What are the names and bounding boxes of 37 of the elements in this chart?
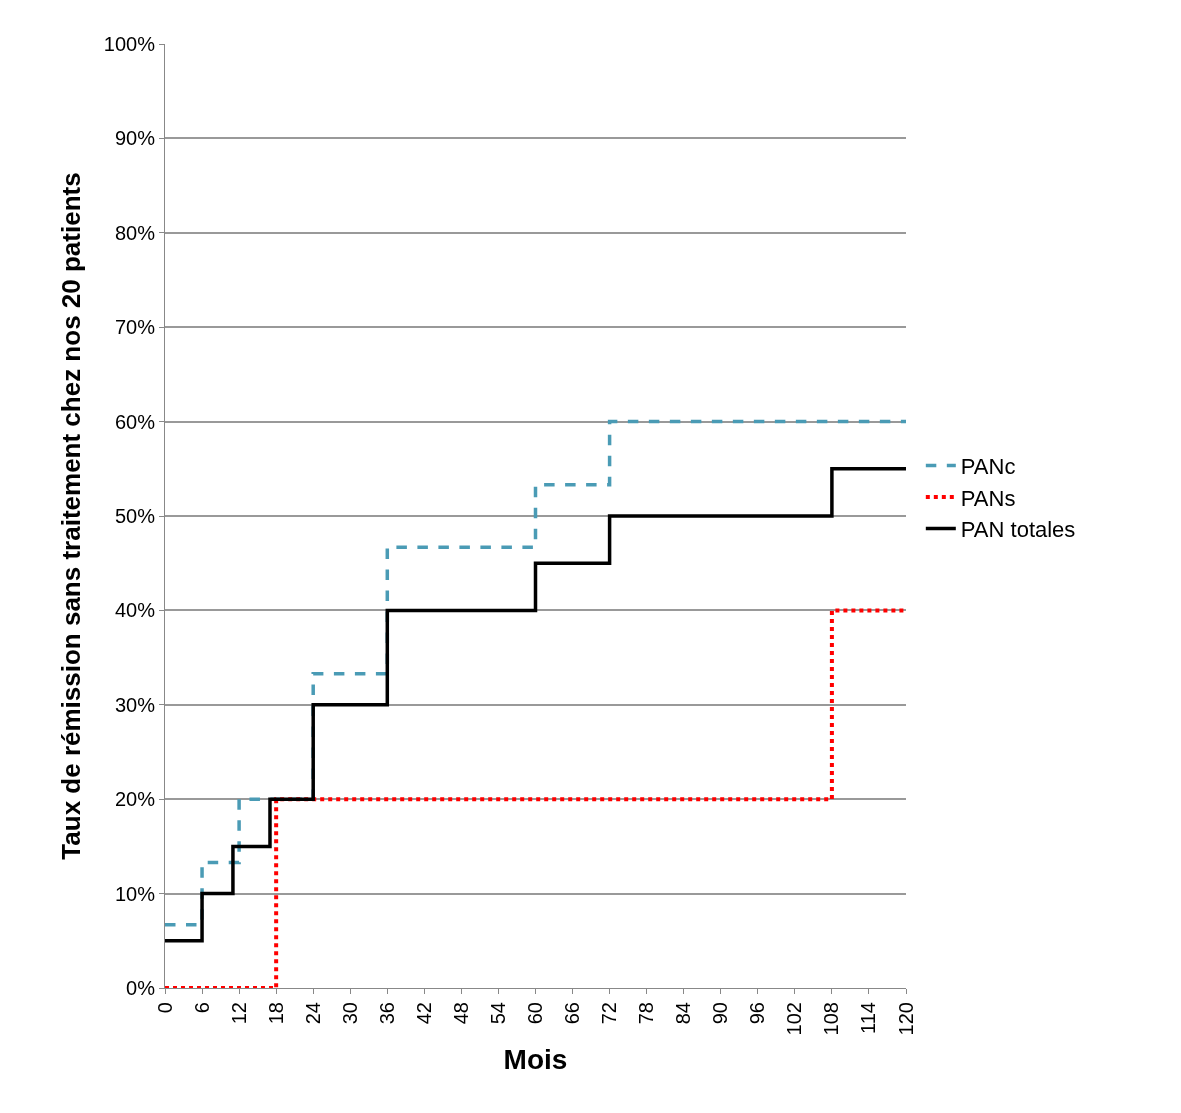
x-tick-label: 120 — [894, 1002, 917, 1036]
x-tick-label: 0 — [153, 1002, 176, 1014]
y-tick-label: 100% — [103, 33, 156, 55]
x-tick-label: 96 — [746, 1002, 769, 1025]
x-tick-label: 24 — [301, 1002, 324, 1025]
y-tick-label: 30% — [114, 693, 156, 716]
x-tick-label: 102 — [783, 1002, 806, 1036]
x-tick-label: 18 — [264, 1002, 287, 1025]
y-tick-label: 90% — [114, 127, 156, 150]
x-tick-label: 54 — [486, 1002, 509, 1025]
x-tick-label: 30 — [338, 1002, 361, 1025]
x-tick-label: 42 — [412, 1002, 435, 1025]
y-tick-label: 20% — [114, 788, 156, 811]
legend-label: PANc — [960, 454, 1016, 479]
y-tick-label: 10% — [114, 882, 156, 905]
x-tick-label: 108 — [820, 1002, 843, 1036]
x-tick-label: 48 — [449, 1002, 472, 1025]
y-tick-label: 50% — [114, 505, 156, 527]
x-tick-label: 12 — [227, 1002, 250, 1025]
x-tick-label: 60 — [524, 1002, 546, 1025]
x-tick-label: 36 — [375, 1002, 398, 1025]
x-tick-label: 114 — [857, 1002, 880, 1034]
x-axis-title: Mois — [503, 1044, 568, 1076]
x-tick-label: 78 — [635, 1002, 658, 1025]
legend-label: PANs — [960, 485, 1016, 511]
y-tick-label: 60% — [114, 410, 156, 433]
y-tick-label: 80% — [114, 221, 156, 244]
y-tick-label: 0% — [126, 977, 156, 999]
x-tick-label: 90 — [709, 1002, 732, 1025]
x-tick-label: 6 — [190, 1002, 213, 1014]
x-tick-label: 84 — [672, 1002, 695, 1025]
x-tick-label: 72 — [598, 1002, 621, 1025]
y-axis-title: Taux de rémission sans traitement chez nos 20 patients — [56, 172, 87, 860]
y-tick-label: 70% — [114, 316, 156, 339]
legend-label: PAN totales — [960, 517, 1076, 543]
x-tick-label: 66 — [561, 1002, 584, 1025]
y-tick-label: 40% — [114, 599, 156, 622]
